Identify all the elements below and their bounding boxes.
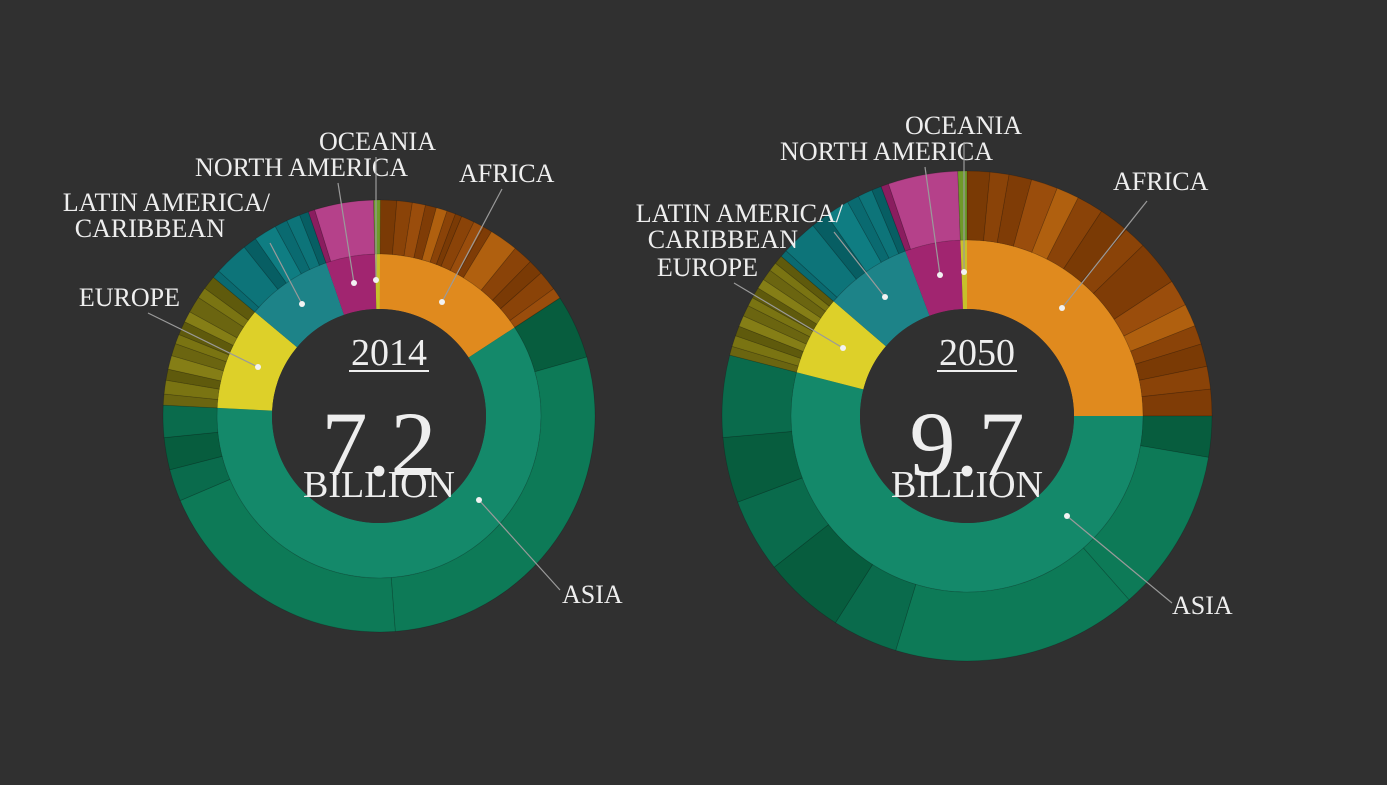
leader-dot-north-america bbox=[351, 280, 357, 286]
leader-dot-latin-america-caribbean bbox=[299, 301, 305, 307]
leader-dot-europe bbox=[840, 345, 846, 351]
leader-line-north-america bbox=[337, 182, 355, 284]
leader-line-europe bbox=[147, 312, 259, 368]
total-population-value: 9.7 bbox=[910, 393, 1025, 495]
total-population-unit: BILLION bbox=[303, 464, 455, 506]
region-label-latin-america-caribbean: LATIN AMERICA/CARIBBEAN bbox=[63, 188, 271, 243]
subregion-segment-oceania bbox=[373, 199, 381, 255]
sunburst-chart-2014: AFRICA ASIA EUROPE LATIN AMERICA/CARIBBEAN N… bbox=[63, 127, 623, 633]
region-label-north-america: NORTH AMERICA bbox=[195, 153, 408, 182]
subregion-segment-oceania bbox=[957, 170, 968, 241]
leader-line-north-america bbox=[924, 166, 941, 276]
leader-dot-latin-america-caribbean bbox=[882, 294, 888, 300]
leader-line-africa bbox=[441, 188, 503, 303]
leader-line-latin-america-caribbean bbox=[269, 242, 303, 305]
region-label-oceania: OCEANIA bbox=[319, 127, 436, 156]
region-segment-latin-america-caribbean bbox=[833, 251, 930, 347]
leader-dot-africa bbox=[1059, 305, 1065, 311]
region-segment-asia bbox=[791, 372, 1143, 593]
region-segment-europe bbox=[796, 301, 886, 390]
leader-line-asia bbox=[1066, 515, 1173, 604]
leader-dot-asia bbox=[1064, 513, 1070, 519]
region-label-asia: ASIA bbox=[1172, 591, 1233, 620]
leader-dot-africa bbox=[439, 299, 445, 305]
total-population-value: 7.2 bbox=[322, 393, 437, 495]
region-label-europe: EUROPE bbox=[657, 253, 758, 282]
region-label-latin-america-caribbean: LATIN AMERICA/CARIBBEAN bbox=[636, 199, 844, 254]
region-segment-north-america bbox=[326, 254, 377, 315]
subregion-segment-asia bbox=[895, 547, 1130, 662]
region-segment-europe bbox=[217, 311, 297, 411]
region-label-europe: EUROPE bbox=[79, 283, 180, 312]
region-segment-north-america bbox=[905, 240, 963, 316]
leader-dot-oceania bbox=[961, 269, 967, 275]
subregion-segment-asia bbox=[390, 356, 596, 632]
region-label-north-america: NORTH AMERICA bbox=[780, 137, 993, 166]
region-label-africa: AFRICA bbox=[459, 159, 555, 188]
region-label-asia: ASIA bbox=[562, 580, 623, 609]
leader-dot-north-america bbox=[937, 272, 943, 278]
region-segment-asia bbox=[216, 327, 541, 578]
leader-dot-oceania bbox=[373, 277, 379, 283]
leader-dot-asia bbox=[476, 497, 482, 503]
leader-dot-europe bbox=[255, 364, 261, 370]
leader-line-asia bbox=[478, 499, 561, 591]
region-segment-africa bbox=[967, 240, 1143, 416]
region-segment-africa bbox=[379, 254, 515, 358]
subregion-segment-asia bbox=[162, 404, 219, 439]
center-hole bbox=[860, 309, 1074, 523]
region-label-africa: AFRICA bbox=[1113, 167, 1209, 196]
region-label-oceania: OCEANIA bbox=[905, 111, 1022, 140]
chart-year: 2014 bbox=[351, 332, 427, 374]
chart-year: 2050 bbox=[939, 332, 1015, 374]
leader-line-europe bbox=[733, 282, 844, 349]
leader-line-africa bbox=[1061, 200, 1148, 309]
center-hole bbox=[272, 309, 486, 523]
total-population-unit: BILLION bbox=[891, 464, 1043, 506]
leader-line-latin-america-caribbean bbox=[833, 231, 886, 298]
